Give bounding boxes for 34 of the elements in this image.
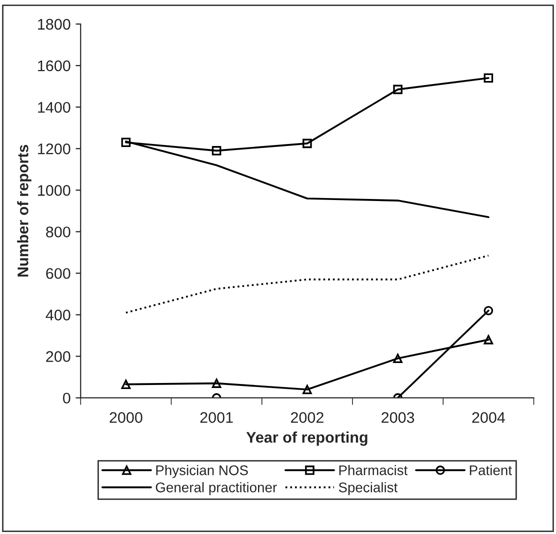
x-axis-title: Year of reporting — [246, 432, 368, 446]
y-tick-label: 600 — [46, 268, 70, 279]
x-tick-label: 2000 — [110, 412, 142, 423]
x-tick-label: 2003 — [382, 412, 414, 423]
x-tick-label: 2004 — [472, 412, 505, 423]
x-tick-label: 2002 — [290, 412, 324, 423]
point — [484, 306, 494, 316]
y-tick-label: 800 — [46, 226, 70, 238]
point — [393, 354, 402, 364]
point — [393, 84, 402, 94]
point — [121, 380, 131, 389]
y-tick-label: 400 — [46, 310, 70, 320]
y-tick-label: 200 — [46, 351, 70, 362]
y-axis-title: Number of reports — [17, 144, 32, 277]
y-tick-label: 1800 — [38, 18, 70, 30]
point — [302, 138, 312, 148]
y-tick-label: 1000 — [38, 185, 70, 196]
point — [302, 384, 312, 394]
point — [212, 378, 222, 388]
y-tick-label: 1600 — [38, 60, 70, 72]
point — [484, 73, 494, 83]
legend-label: Patient — [470, 465, 512, 476]
legend-label: Pharmacist — [339, 465, 408, 476]
y-tick-label: 0 — [63, 392, 70, 404]
x-tick-label: 2001 — [200, 412, 233, 423]
y-tick-label: 1400 — [38, 102, 70, 113]
legend-label: Physician NOS — [156, 465, 248, 478]
point — [212, 146, 222, 156]
y-tick-label: 1200 — [38, 144, 70, 154]
line-series — [125, 254, 490, 314]
legend-label: General practitioner — [156, 482, 277, 496]
point — [484, 335, 494, 344]
legend-label: Specialist — [338, 482, 398, 496]
point — [121, 138, 131, 148]
